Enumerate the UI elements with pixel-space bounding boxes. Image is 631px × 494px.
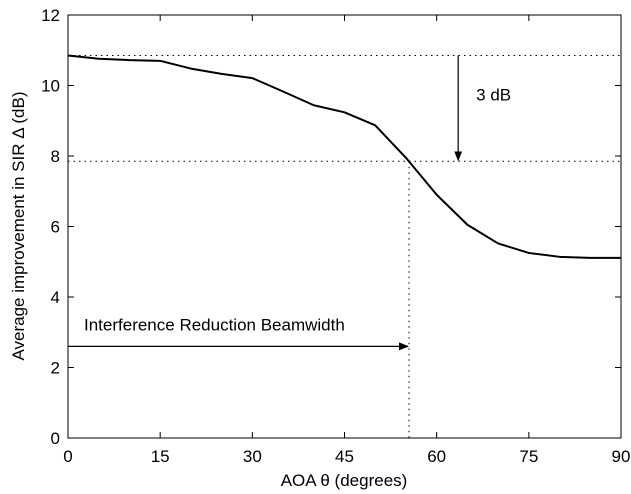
x-tick-label-15: 15 [151,447,170,466]
x-axis-label: AOA θ (degrees) [281,471,408,490]
x-tick-label-60: 60 [427,447,446,466]
y-axis-label: Average improvement in SIR Δ (dB) [9,92,28,361]
plot-frame [67,14,622,439]
y-tick-label-10: 10 [41,77,60,96]
series-layer [67,54,621,259]
y-tick-label-4: 4 [51,288,60,307]
x-tick-label-45: 45 [335,447,354,466]
series-line-0 [67,54,621,259]
x-tick-label-90: 90 [612,447,631,466]
x-tick-label-30: 30 [243,447,262,466]
y-tick-label-2: 2 [51,359,60,378]
y-tick-label-6: 6 [51,218,60,237]
x-tick-label-0: 0 [63,447,72,466]
reference-lines [68,55,621,438]
drop-label: 3 dB [476,85,511,104]
annotations: 3 dB Interference Reduction Beamwidth [68,55,511,351]
axis-ticks: 0 15 30 45 60 75 90 0 2 4 6 8 10 12 [41,6,630,466]
y-tick-label-0: 0 [51,429,60,448]
x-tick-label-75: 75 [519,447,538,466]
beamwidth-label: Interference Reduction Beamwidth [84,315,345,334]
y-tick-label-8: 8 [51,147,60,166]
y-tick-label-12: 12 [41,6,60,25]
